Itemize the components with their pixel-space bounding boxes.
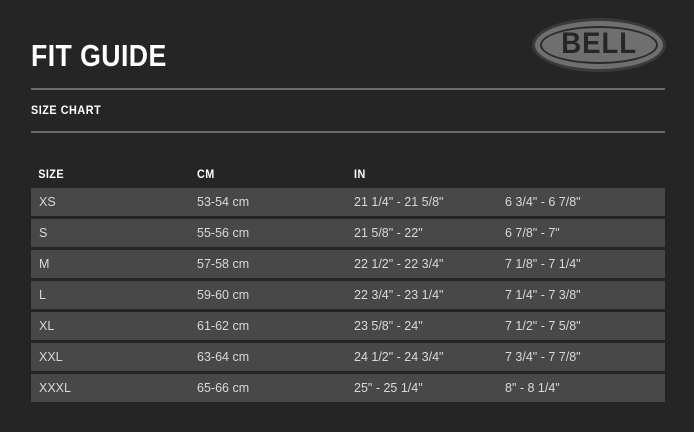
cell-in: 24 1/2" - 24 3/4" [354,350,444,364]
cell-hat: 7 1/2" - 7 5/8" [505,319,581,333]
bell-logo-text: BELL [561,27,637,60]
page-title: FIT GUIDE [31,38,167,73]
cell-hat: 7 1/4" - 7 3/8" [505,288,581,302]
cell-cm: 61-62 cm [197,319,250,333]
cell-hat: 6 7/8" - 7" [505,226,560,240]
cell-hat: 8" - 8 1/4" [505,381,560,395]
column-header-cm: CM [197,167,215,181]
cell-in: 25" - 25 1/4" [354,381,423,395]
size-chart-table: SIZE CM IN XS 53-54 cm 21 1/4" - 21 5/8"… [31,160,665,405]
table-row: XXL 63-64 cm 24 1/2" - 24 3/4" 7 3/4" - … [31,343,665,371]
divider-top [31,88,665,90]
table-row: L 59-60 cm 22 3/4" - 23 1/4" 7 1/4" - 7 … [31,281,665,309]
cell-in: 23 5/8" - 24" [354,319,423,333]
cell-in: 22 3/4" - 23 1/4" [354,288,444,302]
cell-size: XXXL [39,381,71,395]
cell-in: 22 1/2" - 22 3/4" [354,257,444,271]
cell-size: L [39,288,46,302]
cell-hat: 6 3/4" - 6 7/8" [505,195,581,209]
column-header-in: IN [354,167,366,181]
cell-cm: 55-56 cm [197,226,250,240]
cell-size: XL [39,319,55,333]
table-row: S 55-56 cm 21 5/8" - 22" 6 7/8" - 7" [31,219,665,247]
table-header-row: SIZE CM IN [31,160,665,188]
cell-size: XS [39,195,56,209]
cell-cm: 57-58 cm [197,257,250,271]
bell-oval-icon: BELL [532,18,666,72]
cell-cm: 53-54 cm [197,195,250,209]
divider-bottom [31,131,665,133]
cell-hat: 7 3/4" - 7 7/8" [505,350,581,364]
cell-hat: 7 1/8" - 7 1/4" [505,257,581,271]
cell-size: S [39,226,48,240]
cell-size: XXL [39,350,63,364]
column-header-size: SIZE [38,167,65,181]
table-row: XXXL 65-66 cm 25" - 25 1/4" 8" - 8 1/4" [31,374,665,402]
cell-cm: 65-66 cm [197,381,250,395]
bell-logo: BELL [532,18,666,72]
section-label-size-chart: SIZE CHART [31,103,102,117]
table-row: XS 53-54 cm 21 1/4" - 21 5/8" 6 3/4" - 6… [31,188,665,216]
table-row: XL 61-62 cm 23 5/8" - 24" 7 1/2" - 7 5/8… [31,312,665,340]
cell-in: 21 1/4" - 21 5/8" [354,195,444,209]
table-row: M 57-58 cm 22 1/2" - 22 3/4" 7 1/8" - 7 … [31,250,665,278]
cell-cm: 63-64 cm [197,350,250,364]
cell-size: M [39,257,50,271]
cell-cm: 59-60 cm [197,288,250,302]
cell-in: 21 5/8" - 22" [354,226,423,240]
